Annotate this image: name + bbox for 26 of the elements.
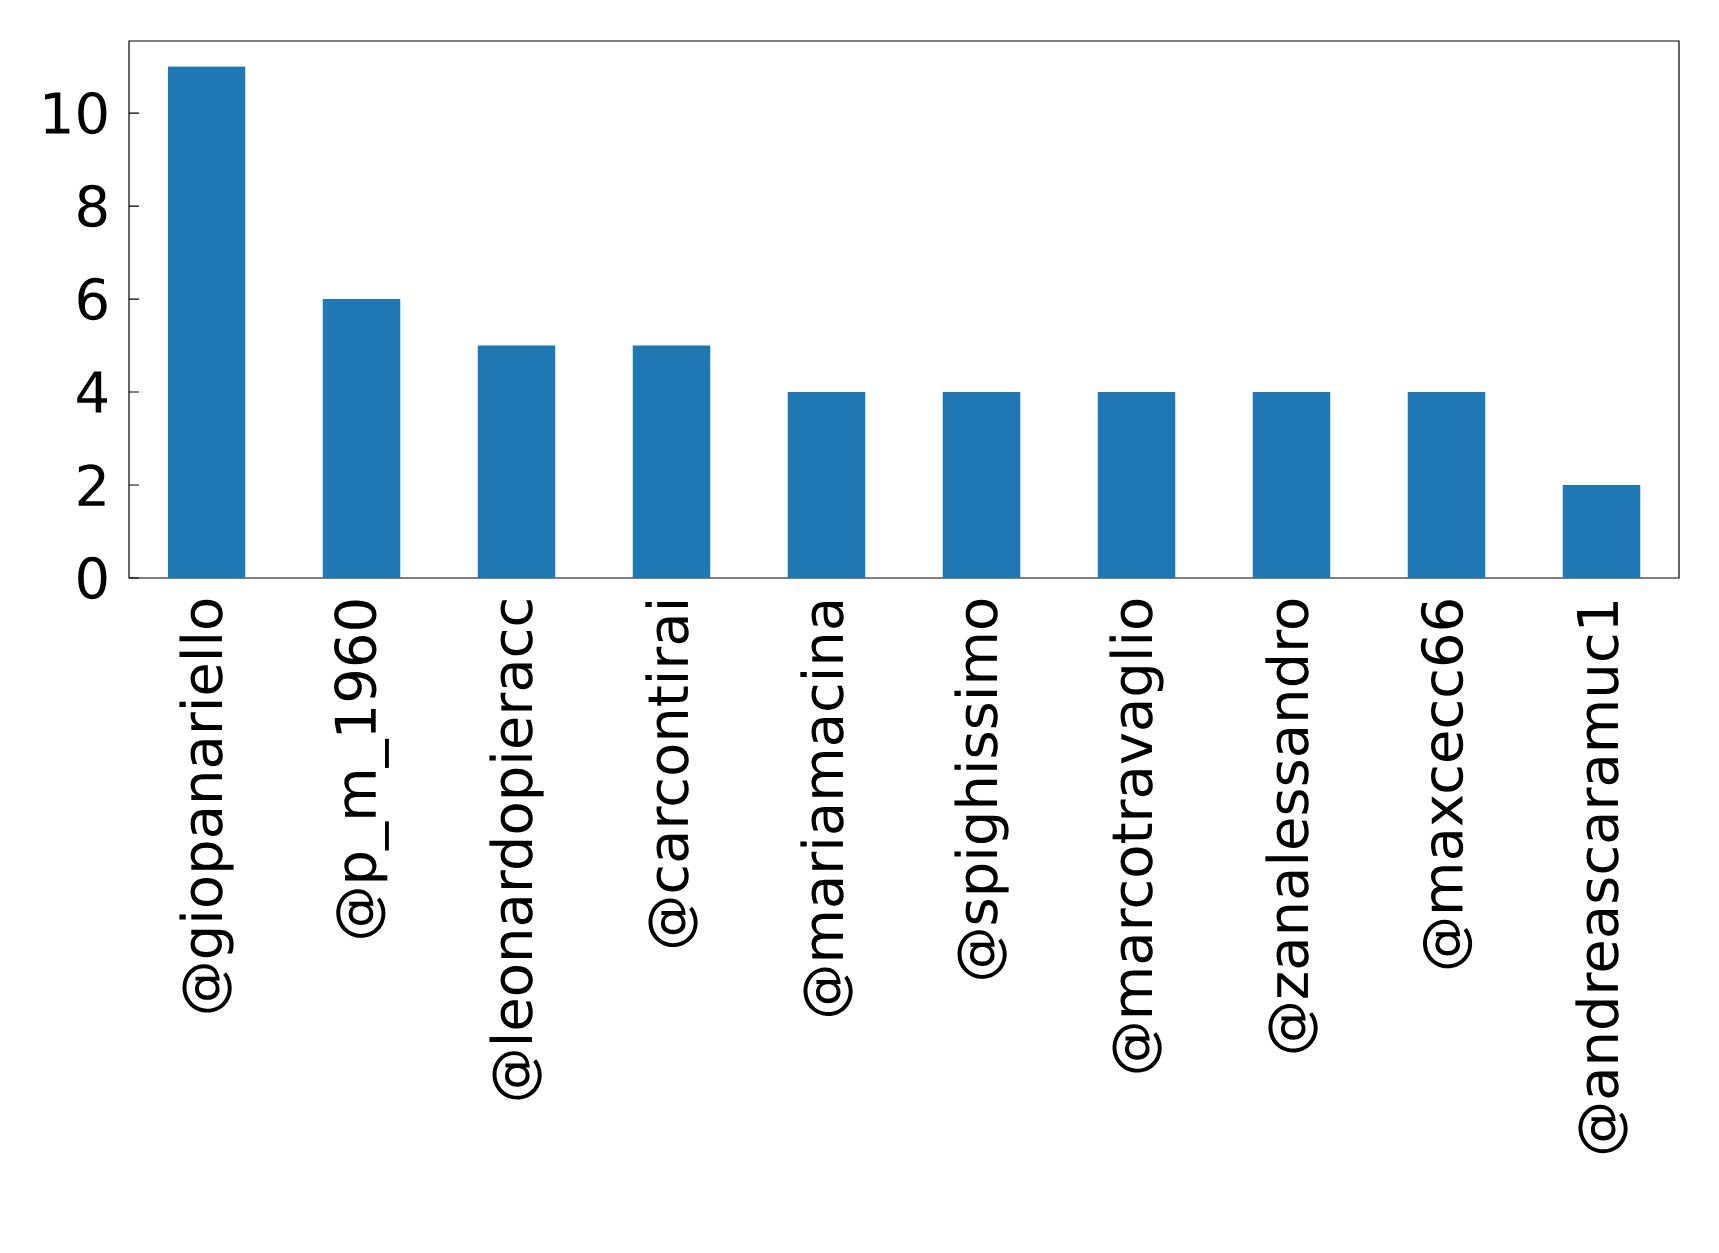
bar	[1252, 392, 1331, 578]
x-tick-label: @spighissimo	[954, 599, 1009, 979]
x-tick-label: @zanalessandro	[1265, 599, 1318, 1053]
x-tick-label: @andreascaramuc1	[1575, 601, 1628, 1154]
y-tick-label: 0	[78, 556, 107, 600]
y-tick-label: 10	[45, 91, 107, 135]
bar	[942, 392, 1021, 578]
y-tick-label: 6	[78, 277, 107, 321]
x-tick-label: @leonardopieracc	[489, 600, 544, 1100]
x-tick-label: @marcotravaglio	[1109, 599, 1164, 1073]
bar	[1407, 392, 1486, 578]
bar	[477, 345, 556, 578]
y-tick-label: 4	[77, 371, 107, 413]
x-tick-label: @giopanariello	[179, 599, 234, 1013]
bar	[167, 66, 246, 578]
bar	[787, 392, 866, 578]
bar	[1562, 485, 1641, 578]
y-tick-label: 8	[78, 184, 107, 228]
x-tick-label: @carcontirai	[645, 602, 698, 948]
bar	[632, 345, 711, 578]
bar	[1097, 392, 1176, 578]
x-tick-label: @mariamacina	[800, 601, 853, 1016]
bar	[322, 299, 401, 578]
x-tick-label: @maxcecc66	[1420, 600, 1473, 969]
y-tick-label: 2	[78, 464, 105, 506]
x-tick-label: @p_m_1960	[334, 600, 389, 938]
